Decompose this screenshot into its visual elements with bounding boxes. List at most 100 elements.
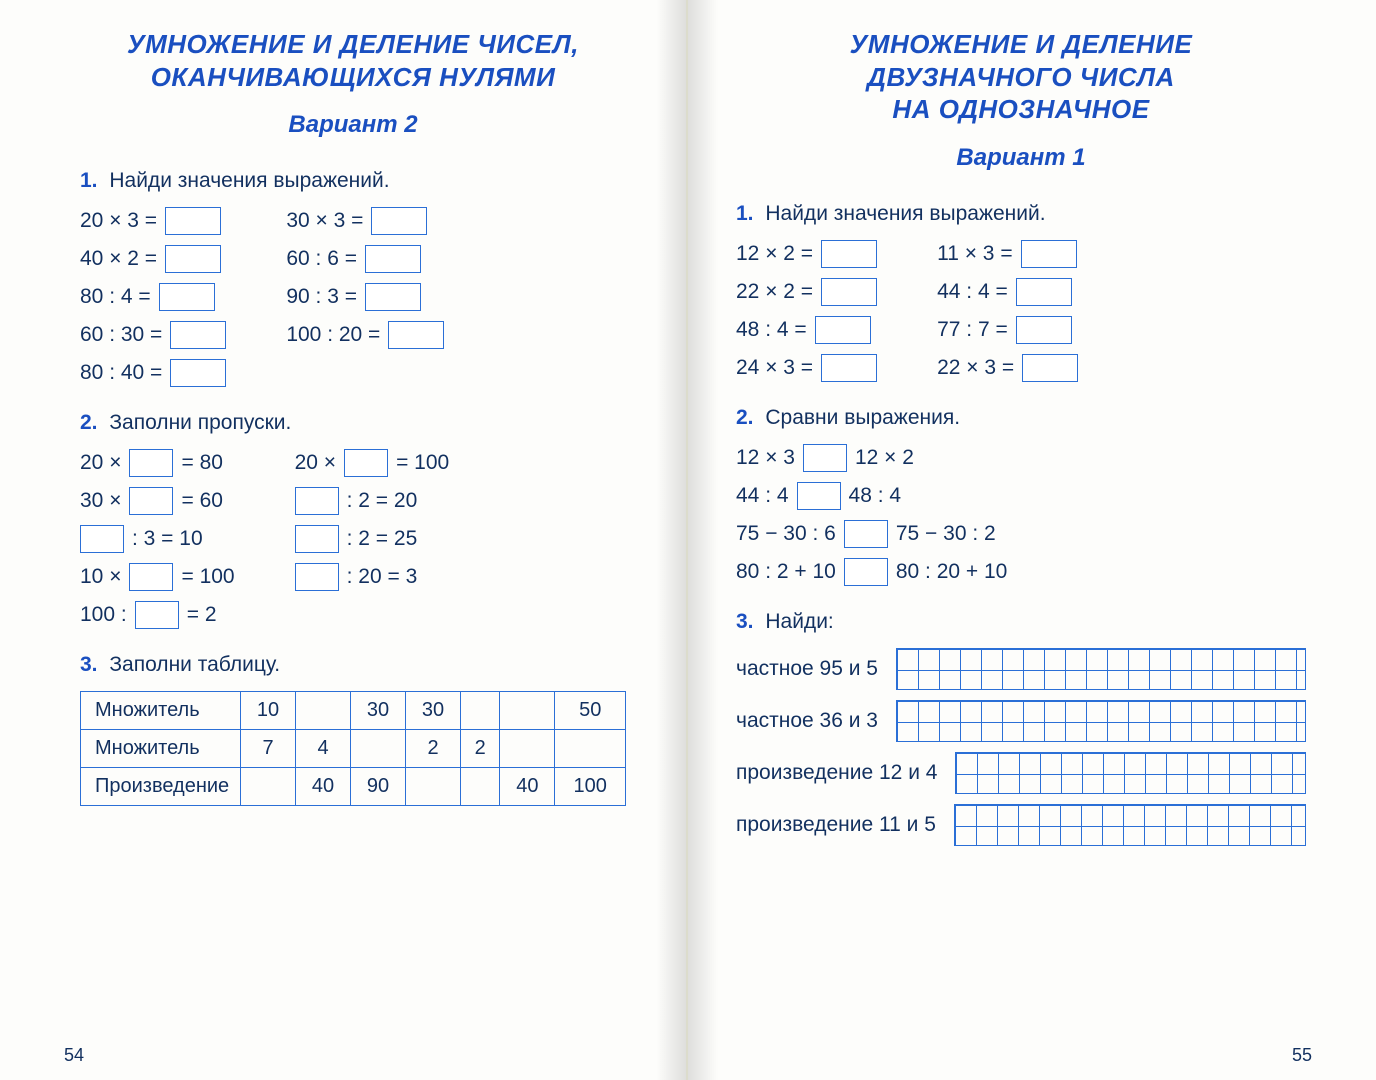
answer-blank[interactable] xyxy=(295,487,339,515)
answer-grid[interactable] xyxy=(954,804,1306,846)
row-label: Множитель xyxy=(81,730,241,768)
task-3: 3. Заполни таблицу. Множитель 10303050 М… xyxy=(80,653,626,806)
expr-col-a: 12 × 2 = 22 × 2 = 48 : 4 = 24 × 3 = xyxy=(736,240,877,382)
compare-blank[interactable] xyxy=(797,482,841,510)
expression: 12 × 2 = xyxy=(736,240,877,268)
task-title: 1. Найди значения выражений. xyxy=(736,202,1306,226)
spine-shadow xyxy=(656,0,686,1080)
cell[interactable] xyxy=(351,730,406,768)
answer-blank[interactable] xyxy=(371,207,427,235)
compare-blank[interactable] xyxy=(803,444,847,472)
expr-col-b: 11 × 3 = 44 : 4 = 77 : 7 = 22 × 3 = xyxy=(937,240,1078,382)
answer-blank[interactable] xyxy=(165,245,221,273)
answer-blank[interactable] xyxy=(165,207,221,235)
expression: 20 × 3 = xyxy=(80,207,226,235)
task-2: 2. Заполни пропуски. 20 ×= 80 30 ×= 60 :… xyxy=(80,411,626,629)
cell[interactable]: 40 xyxy=(296,768,351,806)
variant-label: Вариант 1 xyxy=(736,144,1306,172)
task-number: 3. xyxy=(80,653,98,676)
task-title: 2. Заполни пропуски. xyxy=(80,411,626,435)
cell[interactable]: 2 xyxy=(461,730,500,768)
cell[interactable]: 2 xyxy=(406,730,461,768)
answer-blank[interactable] xyxy=(821,354,877,382)
answer-blank[interactable] xyxy=(129,449,173,477)
book-spread: УМНОЖЕНИЕ И ДЕЛЕНИЕ ЧИСЕЛ, ОКАНЧИВАЮЩИХС… xyxy=(0,0,1376,1080)
answer-blank[interactable] xyxy=(388,321,444,349)
expression: : 2 = 25 xyxy=(295,525,450,553)
task-1: 1. Найди значения выражений. 20 × 3 = 40… xyxy=(80,169,626,387)
find-item: произведение 12 и 4 xyxy=(736,752,1306,794)
answer-blank[interactable] xyxy=(344,449,388,477)
answer-blank[interactable] xyxy=(821,278,877,306)
variant-label: Вариант 2 xyxy=(80,111,626,139)
answer-blank[interactable] xyxy=(365,283,421,311)
answer-blank[interactable] xyxy=(1016,278,1072,306)
answer-blank[interactable] xyxy=(295,563,339,591)
answer-blank[interactable] xyxy=(821,240,877,268)
expr-col-b: 20 ×= 100 : 2 = 20 : 2 = 25 : 20 = 3 xyxy=(295,449,450,629)
expression: 22 × 2 = xyxy=(736,278,877,306)
expression: 100 : 20 = xyxy=(286,321,444,349)
title-line: УМНОЖЕНИЕ И ДЕЛЕНИЕ ЧИСЕЛ, xyxy=(80,28,626,61)
compare-row: 12 × 312 × 2 xyxy=(736,444,1306,472)
expression: 48 : 4 = xyxy=(736,316,877,344)
cell[interactable] xyxy=(461,768,500,806)
cell[interactable]: 100 xyxy=(555,768,626,806)
answer-grid[interactable] xyxy=(896,648,1306,690)
answer-blank[interactable] xyxy=(129,563,173,591)
answer-blank[interactable] xyxy=(170,359,226,387)
expression: 100 := 2 xyxy=(80,601,235,629)
expression: 30 ×= 60 xyxy=(80,487,235,515)
cell[interactable]: 7 xyxy=(241,730,296,768)
cell[interactable]: 40 xyxy=(500,768,555,806)
cell[interactable] xyxy=(241,768,296,806)
cell[interactable] xyxy=(296,692,351,730)
task-text: Заполни пропуски. xyxy=(109,411,291,434)
answer-blank[interactable] xyxy=(159,283,215,311)
task-3: 3. Найди: частное 95 и 5 частное 36 и 3 … xyxy=(736,610,1306,846)
expression: 44 : 4 = xyxy=(937,278,1078,306)
page-title: УМНОЖЕНИЕ И ДЕЛЕНИЕ ЧИСЕЛ, ОКАНЧИВАЮЩИХС… xyxy=(80,28,626,93)
cell[interactable] xyxy=(500,730,555,768)
expression: : 2 = 20 xyxy=(295,487,450,515)
page-number: 55 xyxy=(1292,1045,1312,1066)
cell[interactable]: 10 xyxy=(241,692,296,730)
cell[interactable] xyxy=(500,692,555,730)
answer-blank[interactable] xyxy=(1021,240,1077,268)
answer-blank[interactable] xyxy=(365,245,421,273)
cell[interactable] xyxy=(555,730,626,768)
expression: 11 × 3 = xyxy=(937,240,1078,268)
answer-blank[interactable] xyxy=(1022,354,1078,382)
cell[interactable]: 4 xyxy=(296,730,351,768)
cell[interactable]: 30 xyxy=(406,692,461,730)
cell[interactable]: 50 xyxy=(555,692,626,730)
compare-blank[interactable] xyxy=(844,558,888,586)
task-title: 3. Найди: xyxy=(736,610,1306,634)
answer-blank[interactable] xyxy=(170,321,226,349)
task-number: 1. xyxy=(736,202,754,225)
compare-blank[interactable] xyxy=(844,520,888,548)
task-title: 2. Сравни выражения. xyxy=(736,406,1306,430)
answer-blank[interactable] xyxy=(129,487,173,515)
cell[interactable] xyxy=(406,768,461,806)
expression: 20 ×= 80 xyxy=(80,449,235,477)
task-text: Найди значения выражений. xyxy=(765,202,1045,225)
answer-blank[interactable] xyxy=(135,601,179,629)
answer-blank[interactable] xyxy=(815,316,871,344)
task-text: Заполни таблицу. xyxy=(109,653,280,676)
task-title: 3. Заполни таблицу. xyxy=(80,653,626,677)
cell[interactable] xyxy=(461,692,500,730)
title-line: НА ОДНОЗНАЧНОЕ xyxy=(736,93,1306,126)
title-line: ОКАНЧИВАЮЩИХСЯ НУЛЯМИ xyxy=(80,61,626,94)
cell[interactable]: 30 xyxy=(351,692,406,730)
page-number: 54 xyxy=(64,1045,84,1066)
cell[interactable]: 90 xyxy=(351,768,406,806)
find-item: произведение 11 и 5 xyxy=(736,804,1306,846)
answer-blank[interactable] xyxy=(80,525,124,553)
answer-blank[interactable] xyxy=(1016,316,1072,344)
compare-row: 75 − 30 : 675 − 30 : 2 xyxy=(736,520,1306,548)
answer-grid[interactable] xyxy=(955,752,1306,794)
expression: 60 : 30 = xyxy=(80,321,226,349)
answer-grid[interactable] xyxy=(896,700,1306,742)
answer-blank[interactable] xyxy=(295,525,339,553)
